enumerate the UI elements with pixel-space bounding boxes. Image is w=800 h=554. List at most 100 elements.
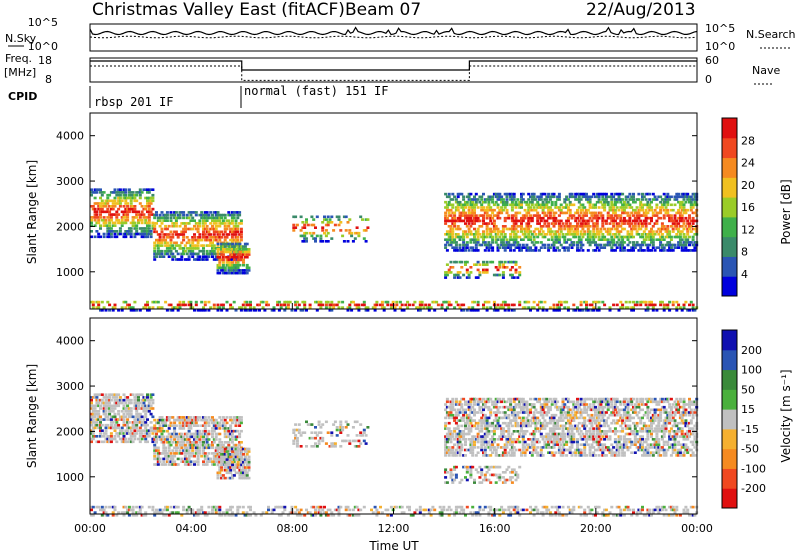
velocity-echo-cell: [156, 463, 160, 466]
velocity-echo-cell: [236, 455, 240, 459]
power-echo-cell: [238, 258, 242, 262]
power-echo-cell: [473, 227, 476, 231]
power-echo-cell: [95, 202, 99, 205]
power-echo-cell: [529, 230, 532, 233]
power-echo-cell: [543, 219, 547, 223]
velocity-echo-cell: [205, 454, 209, 458]
power-echo-cell: [500, 241, 504, 244]
velocity-echo-cell: [238, 424, 242, 427]
power-echo-cell: [501, 306, 505, 309]
velocity-echo-cell: [160, 416, 164, 419]
velocity-echo-cell: [167, 441, 171, 444]
power-echo-cell: [576, 227, 579, 231]
power-echo-cell: [223, 216, 227, 220]
power-echo-cell: [227, 242, 231, 246]
power-echo-cell: [644, 238, 648, 241]
velocity-echo-cell: [156, 452, 160, 455]
power-echo-cell: [527, 206, 531, 209]
power-echo-cell: [305, 231, 308, 235]
power-echo-cell: [418, 309, 422, 312]
power-echo-cell: [99, 205, 102, 208]
velocity-echo-cell: [471, 446, 475, 449]
power-echo-cell: [303, 226, 307, 229]
power-echo-cell: [232, 300, 236, 304]
power-echo-cell: [234, 238, 238, 242]
power-echo-cell: [601, 198, 605, 201]
power-echo-cell: [651, 198, 655, 201]
power-echo-cell: [453, 246, 457, 249]
power-echo-cell: [613, 249, 617, 252]
power-echo-cell: [489, 246, 493, 249]
power-echo-cell: [242, 271, 245, 275]
velocity-echo-cell: [131, 432, 135, 435]
power-echo-cell: [460, 219, 464, 223]
power-echo-cell: [622, 235, 626, 239]
velocity-echo-cell: [147, 432, 151, 435]
velocity-echo-cell: [453, 416, 457, 420]
power-echo-cell: [541, 203, 545, 207]
power-echo-cell: [503, 249, 507, 252]
velocity-echo-cell: [346, 434, 350, 437]
power-echo-cell: [669, 235, 673, 239]
power-echo-cell: [691, 219, 695, 223]
power-echo-cell: [503, 192, 507, 196]
power-echo-cell: [566, 246, 570, 249]
power-echo-cell: [451, 246, 455, 249]
power-echo-cell: [662, 214, 666, 217]
velocity-echo-cell: [454, 448, 458, 452]
power-echo-cell: [245, 255, 249, 259]
power-echo-cell: [118, 205, 122, 208]
velocity-echo-cell: [127, 432, 131, 435]
power-echo-cell: [458, 243, 462, 247]
power-echo-cell: [604, 222, 608, 225]
power-echo-cell: [218, 255, 222, 259]
power-echo-cell: [239, 306, 243, 309]
power-echo-cell: [135, 193, 139, 197]
velocity-echo-cell: [449, 435, 453, 438]
power-echo-cell: [348, 306, 352, 309]
velocity-echo-cell: [332, 445, 336, 448]
power-echo-cell: [534, 246, 538, 249]
power-echo-cell: [666, 200, 670, 204]
power-echo-cell: [512, 219, 516, 223]
velocity-echo-cell: [444, 408, 448, 412]
velocity-echo-cell: [445, 446, 449, 449]
velocity-echo-cell: [200, 418, 204, 422]
power-echo-cell: [543, 198, 547, 201]
velocity-echo-cell: [104, 410, 108, 413]
power-echo-cell: [207, 213, 211, 217]
power-echo-cell: [550, 195, 554, 199]
power-echo-cell: [236, 213, 240, 217]
velocity-echo-cell: [180, 441, 184, 444]
power-echo-cell: [612, 243, 616, 247]
power-echo-cell: [469, 206, 473, 209]
power-echo-cell: [539, 246, 543, 249]
power-echo-cell: [536, 235, 540, 239]
velocity-echo-cell: [198, 435, 202, 439]
power-echo-cell: [93, 216, 97, 219]
power-echo-cell: [523, 200, 527, 204]
power-echo-cell: [308, 303, 312, 307]
power-echo-cell: [494, 233, 498, 236]
power-echo-cell: [196, 241, 200, 245]
power-echo-cell: [650, 249, 653, 252]
power-echo-cell: [462, 211, 466, 215]
velocity-echo-cell: [131, 421, 135, 424]
power-echo-cell: [196, 258, 200, 261]
velocity-echo-cell: [104, 432, 108, 435]
power-echo-cell: [619, 230, 623, 233]
power-echo-cell: [547, 225, 551, 228]
power-echo-cell: [364, 306, 368, 309]
power-echo-cell: [290, 309, 294, 312]
power-echo-cell: [480, 243, 484, 247]
power-echo-cell: [541, 225, 545, 228]
power-echo-cell: [167, 255, 171, 258]
power-echo-cell: [603, 243, 607, 247]
velocity-echo-cell: [456, 413, 460, 417]
power-echo-cell: [594, 249, 597, 252]
power-echo-cell: [662, 216, 666, 220]
velocity-echo-cell: [216, 474, 220, 477]
power-echo-cell: [165, 244, 169, 247]
power-echo-cell: [662, 208, 666, 212]
power-echo-cell: [496, 268, 500, 272]
